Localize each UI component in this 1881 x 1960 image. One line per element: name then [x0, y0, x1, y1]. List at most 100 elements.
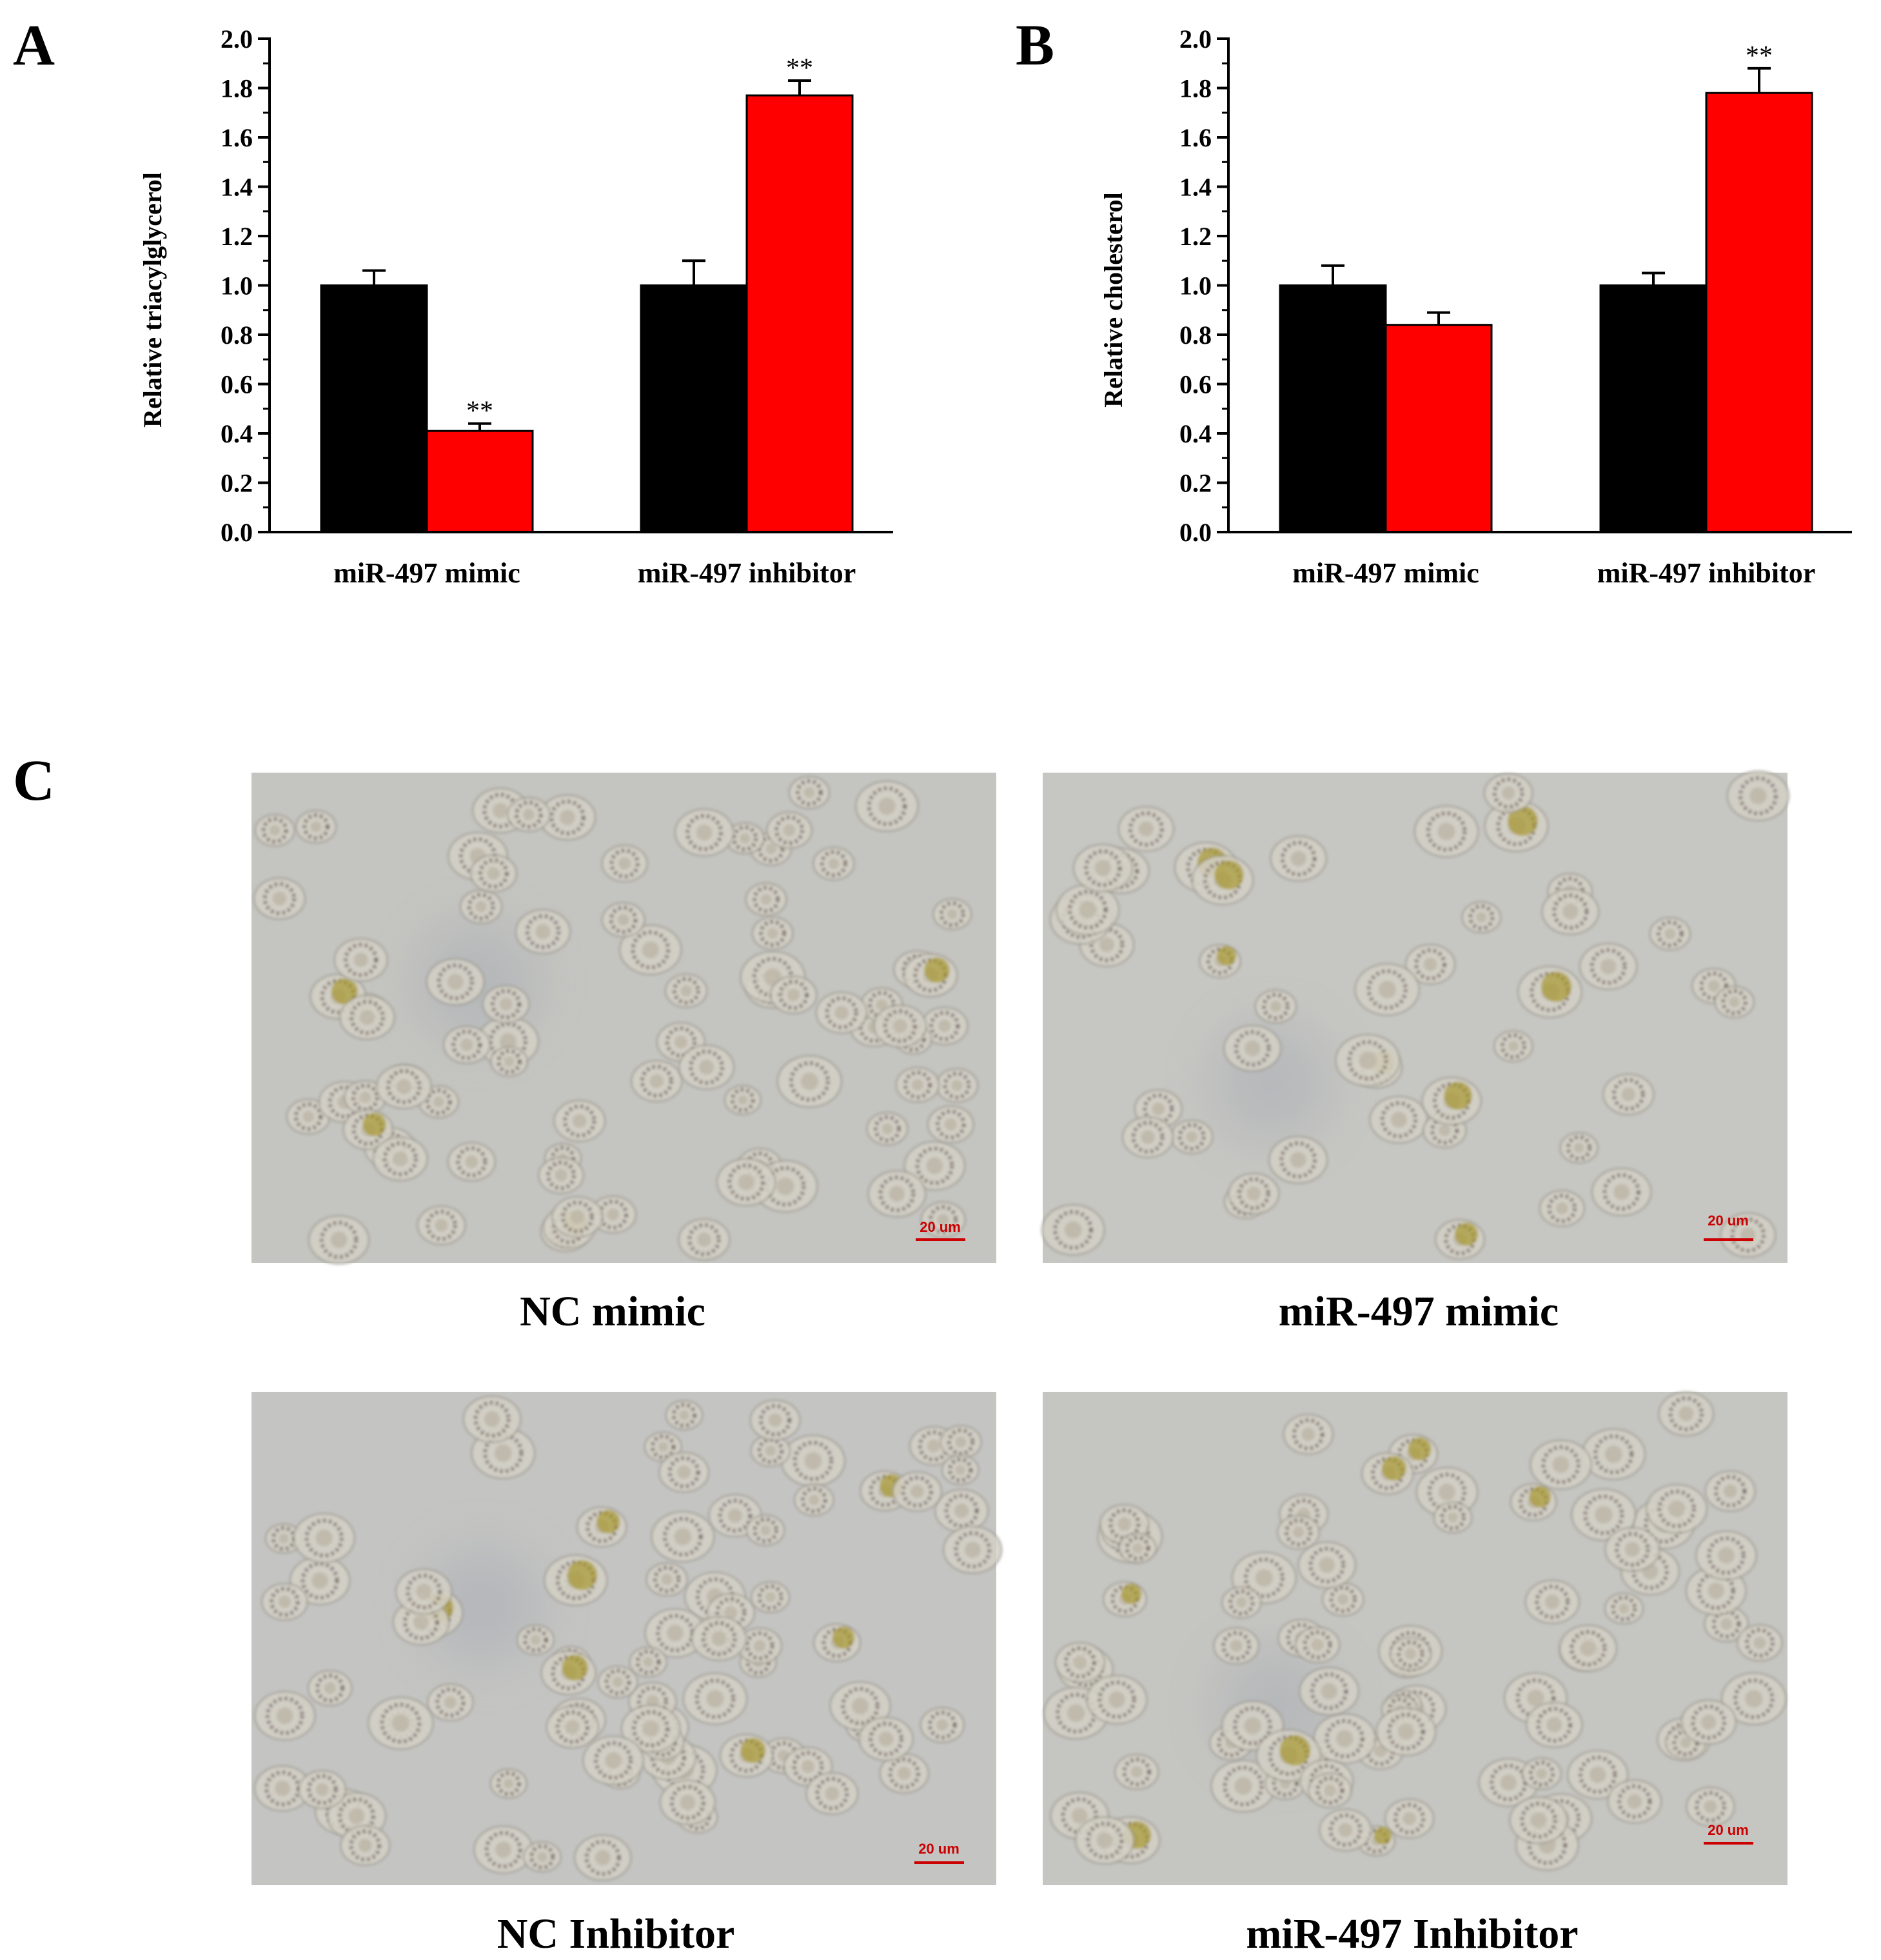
- bar: [640, 284, 748, 533]
- caption-nc-inhibitor: NC Inhibitor: [497, 1910, 735, 1957]
- cell: [1646, 1484, 1708, 1534]
- cell: [1277, 1515, 1320, 1550]
- cell: [1335, 1034, 1401, 1087]
- cell: [644, 1431, 682, 1462]
- cell: [920, 1201, 966, 1238]
- cell: [253, 877, 306, 920]
- cell: [1405, 944, 1456, 985]
- cell: [308, 1215, 369, 1265]
- cell: [1721, 1672, 1787, 1725]
- cell: [777, 1055, 842, 1108]
- y-tick-label: 1.4: [221, 173, 253, 202]
- cell: [1607, 1779, 1662, 1824]
- cell: [1297, 1541, 1356, 1589]
- cell: [682, 1672, 748, 1725]
- cell: [482, 985, 530, 1024]
- cell: [1517, 965, 1582, 1018]
- y-tick-label: 0.0: [1179, 518, 1212, 547]
- y-tick-label: 2.0: [1179, 25, 1212, 54]
- cell: [892, 1471, 942, 1512]
- cell: [469, 854, 517, 893]
- cell: [295, 810, 337, 844]
- y-tick-label: 0.2: [1179, 469, 1212, 498]
- y-tick-label: 0.2: [221, 469, 253, 498]
- background-haze: [424, 1548, 541, 1665]
- cell: [1283, 1414, 1334, 1455]
- bar: [1599, 284, 1708, 533]
- y-tick-label: 1.0: [1179, 272, 1212, 301]
- cell: [1041, 1204, 1105, 1256]
- cell: [941, 1454, 980, 1485]
- y-tick-label: 1.2: [1179, 222, 1212, 251]
- cell: [940, 1425, 982, 1460]
- cell: [631, 1060, 683, 1102]
- cell: [716, 1158, 776, 1207]
- cell: [293, 1513, 355, 1563]
- cell: [1737, 1624, 1783, 1661]
- cell: [1322, 1582, 1364, 1617]
- category-labels-a: miR-497 mimic miR-497 inhibitor: [333, 557, 856, 589]
- cell: [815, 991, 868, 1034]
- cell: [659, 1779, 716, 1825]
- cell: [1389, 1637, 1432, 1671]
- cell: [462, 1395, 522, 1443]
- cell: [460, 889, 503, 924]
- cell: [1579, 943, 1638, 990]
- cell: [749, 1400, 801, 1441]
- cell: [1726, 770, 1790, 822]
- cell: [645, 1562, 688, 1597]
- y-tick-label: 0.8: [221, 321, 253, 350]
- cell: [576, 1507, 627, 1548]
- scale-bar-label: 20 um: [918, 1841, 960, 1857]
- cell: [867, 1170, 927, 1218]
- cell: [620, 1704, 681, 1753]
- cell: [1524, 1579, 1580, 1624]
- y-tick-label: 2.0: [221, 25, 253, 54]
- cell: [1509, 1796, 1568, 1844]
- cell: [1254, 989, 1297, 1024]
- cell: [1072, 844, 1133, 893]
- caption-nc-mimic: NC mimic: [520, 1288, 705, 1335]
- cell: [1484, 800, 1549, 852]
- cell: [372, 1136, 428, 1182]
- y-tick-label: 0.4: [1179, 419, 1212, 448]
- cell: [1435, 1219, 1485, 1260]
- y-tick-label: 0.4: [221, 419, 253, 448]
- y-tick-label: 0.6: [1179, 370, 1212, 399]
- cell: [1559, 1132, 1599, 1163]
- cell: [1354, 963, 1420, 1016]
- cell: [601, 902, 645, 938]
- cell: [1384, 1798, 1434, 1839]
- cell: [1413, 805, 1479, 858]
- cell: [1191, 855, 1254, 906]
- cell: [1493, 1030, 1533, 1062]
- cell: [1054, 1642, 1105, 1683]
- cell: [858, 1717, 914, 1761]
- cell: [507, 797, 551, 833]
- cell: [1221, 1586, 1262, 1619]
- cell: [447, 1142, 496, 1182]
- cell: [597, 1665, 638, 1699]
- bars-a: ** **: [320, 54, 854, 533]
- cell: [921, 1007, 969, 1045]
- cell: [368, 1696, 434, 1750]
- bar: [1384, 324, 1493, 533]
- cell: [873, 1004, 927, 1048]
- cell: [1103, 1581, 1147, 1617]
- cell: [1308, 1772, 1352, 1808]
- cell: [254, 1691, 316, 1741]
- caption-mir497-inhibitor: miR-497 Inhibitor: [1246, 1910, 1578, 1957]
- cell: [903, 953, 958, 998]
- scale-bar-label: 20 um: [1708, 1822, 1749, 1838]
- x-category-label: miR-497 mimic: [1292, 557, 1479, 589]
- cell: [427, 1683, 474, 1721]
- cell: [1295, 1627, 1340, 1663]
- cell: [943, 1526, 1003, 1574]
- cell: [788, 776, 830, 809]
- y-tick-label: 1.2: [221, 222, 253, 251]
- x-category-label: miR-497 inhibitor: [1597, 557, 1816, 589]
- cell: [1299, 1667, 1359, 1716]
- y-tick-label: 0.6: [221, 370, 253, 399]
- cell: [725, 822, 765, 855]
